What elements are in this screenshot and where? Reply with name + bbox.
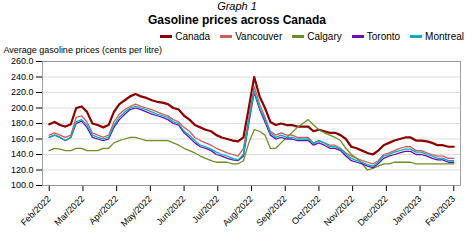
svg-text:Oct/2022: Oct/2022 bbox=[289, 194, 322, 227]
svg-text:260.0: 260.0 bbox=[11, 56, 34, 66]
html-text:Vancouver: Vancouver bbox=[235, 31, 283, 42]
svg-text:May/2022: May/2022 bbox=[119, 194, 154, 229]
svg-text:240.0: 240.0 bbox=[11, 72, 34, 82]
html-text:Toronto: Toronto bbox=[366, 31, 401, 42]
html-text:Calgary: Calgary bbox=[307, 31, 342, 42]
svg-text:Average gasoline prices (cents: Average gasoline prices (cents per litre… bbox=[4, 45, 162, 55]
svg-text:Apr/2022: Apr/2022 bbox=[87, 194, 120, 227]
svg-text:Nov/2022: Nov/2022 bbox=[322, 194, 356, 228]
svg-text:120.0: 120.0 bbox=[11, 165, 34, 175]
svg-text:Jan/2023: Jan/2023 bbox=[390, 194, 423, 227]
html-text:Montreal: Montreal bbox=[425, 31, 464, 42]
svg-text:Jun/2022: Jun/2022 bbox=[154, 194, 187, 227]
svg-text:Mar/2022: Mar/2022 bbox=[52, 194, 86, 228]
svg-text:160.0: 160.0 bbox=[11, 134, 34, 144]
svg-text:Jul/2022: Jul/2022 bbox=[190, 194, 221, 225]
html-text:Gasoline prices across Canada: Gasoline prices across Canada bbox=[148, 13, 326, 27]
svg-text:220.0: 220.0 bbox=[11, 87, 34, 97]
svg-text:Sep/2022: Sep/2022 bbox=[254, 194, 288, 228]
svg-text:Feb/2022: Feb/2022 bbox=[19, 194, 53, 228]
svg-text:100.0: 100.0 bbox=[11, 180, 34, 190]
html-text:Canada: Canada bbox=[175, 31, 211, 42]
svg-text:Aug/2022: Aug/2022 bbox=[221, 194, 255, 228]
html-text:Graph 1: Graph 1 bbox=[217, 0, 257, 12]
svg-text:180.0: 180.0 bbox=[11, 118, 34, 128]
svg-text:Feb/2023: Feb/2023 bbox=[423, 194, 457, 228]
svg-text:200.0: 200.0 bbox=[11, 103, 34, 113]
svg-text:Dec/2022: Dec/2022 bbox=[355, 194, 389, 228]
svg-text:140.0: 140.0 bbox=[11, 149, 34, 159]
